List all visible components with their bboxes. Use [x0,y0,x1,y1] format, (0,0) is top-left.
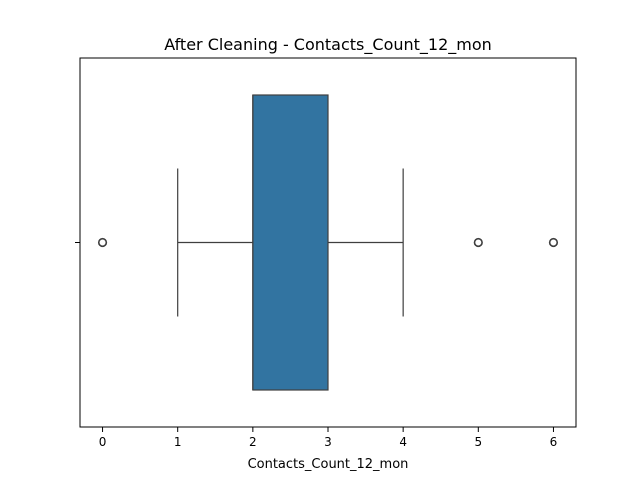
x-tick-label: 0 [99,435,107,449]
x-tick-label: 2 [249,435,257,449]
x-tick-label: 5 [474,435,482,449]
outlier-point [548,237,559,248]
x-tick-label: 6 [550,435,558,449]
x-tick-label: 3 [324,435,332,449]
outlier-point [473,237,483,248]
iqr-box [252,94,329,391]
plot-area: 0 1 2 3 4 5 6 [97,94,559,449]
outlier-point [97,237,108,248]
x-tick-label: 1 [174,435,182,449]
x-tick-label: 4 [399,435,407,449]
chart-title: After Cleaning - Contacts_Count_12_mon [164,35,492,55]
x-axis-label: Contacts_Count_12_mon [248,457,409,472]
